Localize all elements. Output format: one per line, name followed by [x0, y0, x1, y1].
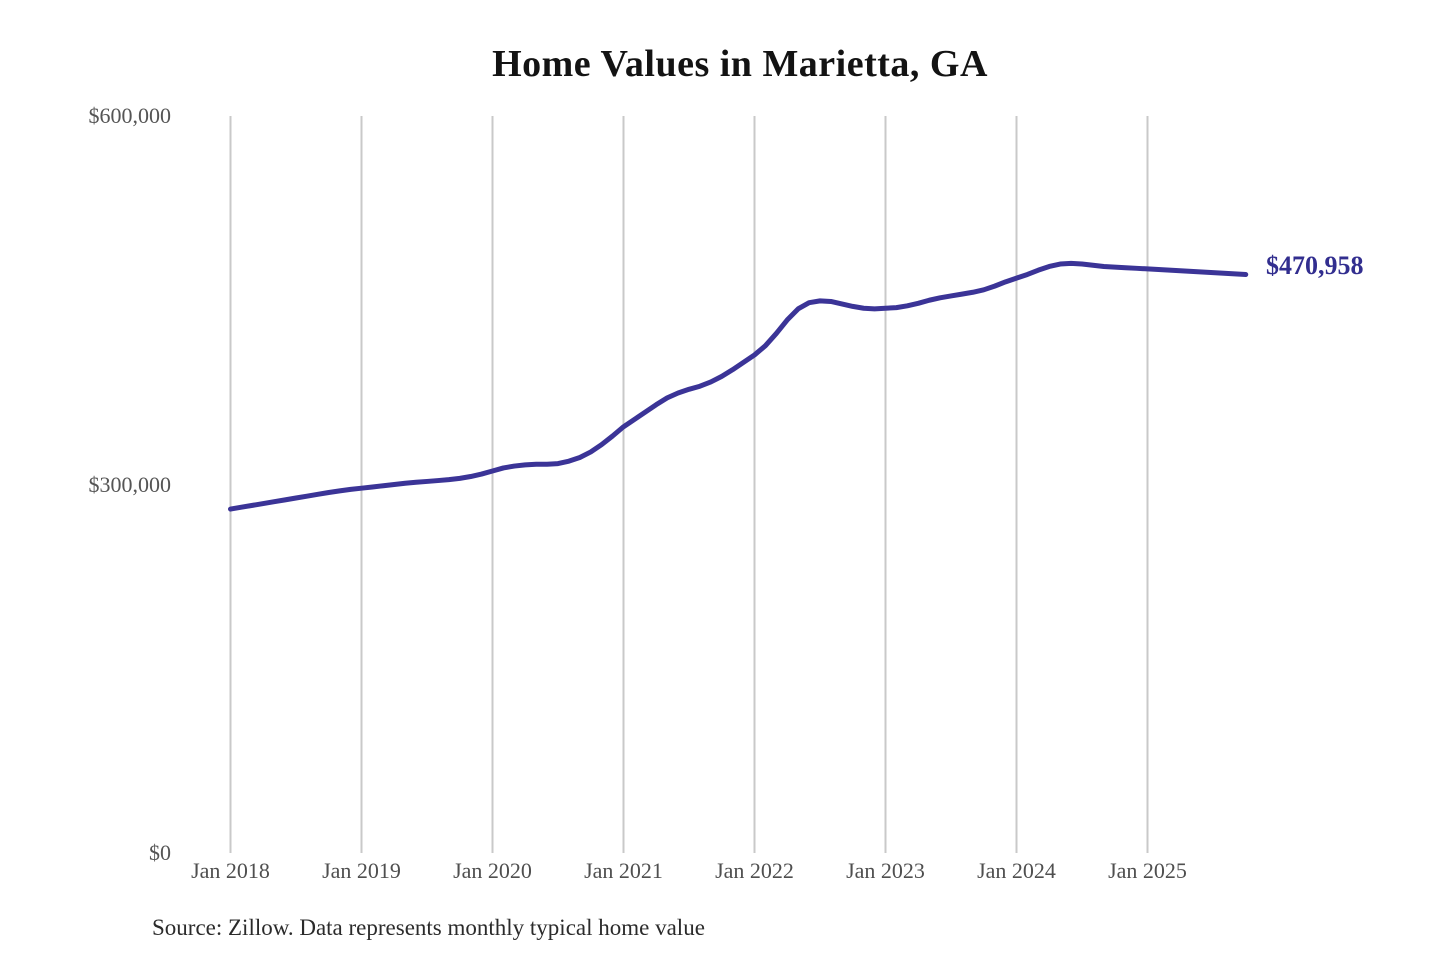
- y-tick-label: $300,000: [88, 471, 172, 497]
- x-tick-label: Jan 2025: [1108, 858, 1187, 883]
- x-tick-label: Jan 2023: [846, 858, 925, 883]
- x-tick-label: Jan 2022: [715, 858, 794, 883]
- chart-title: Home Values in Marietta, GA: [492, 43, 988, 85]
- latest-value-label: $470,958: [1266, 251, 1364, 280]
- x-tick-label: Jan 2020: [453, 858, 532, 883]
- x-tick-label: Jan 2019: [322, 858, 401, 883]
- x-tick-label: Jan 2024: [977, 858, 1056, 883]
- y-tick-label: $0: [149, 840, 171, 865]
- x-tick-label: Jan 2018: [191, 858, 270, 883]
- y-tick-label: $600,000: [88, 103, 172, 128]
- x-tick-label: Jan 2021: [584, 858, 663, 883]
- home-value-line: [228, 260, 1249, 512]
- source-note: Source: Zillow. Data represents monthly …: [152, 915, 705, 940]
